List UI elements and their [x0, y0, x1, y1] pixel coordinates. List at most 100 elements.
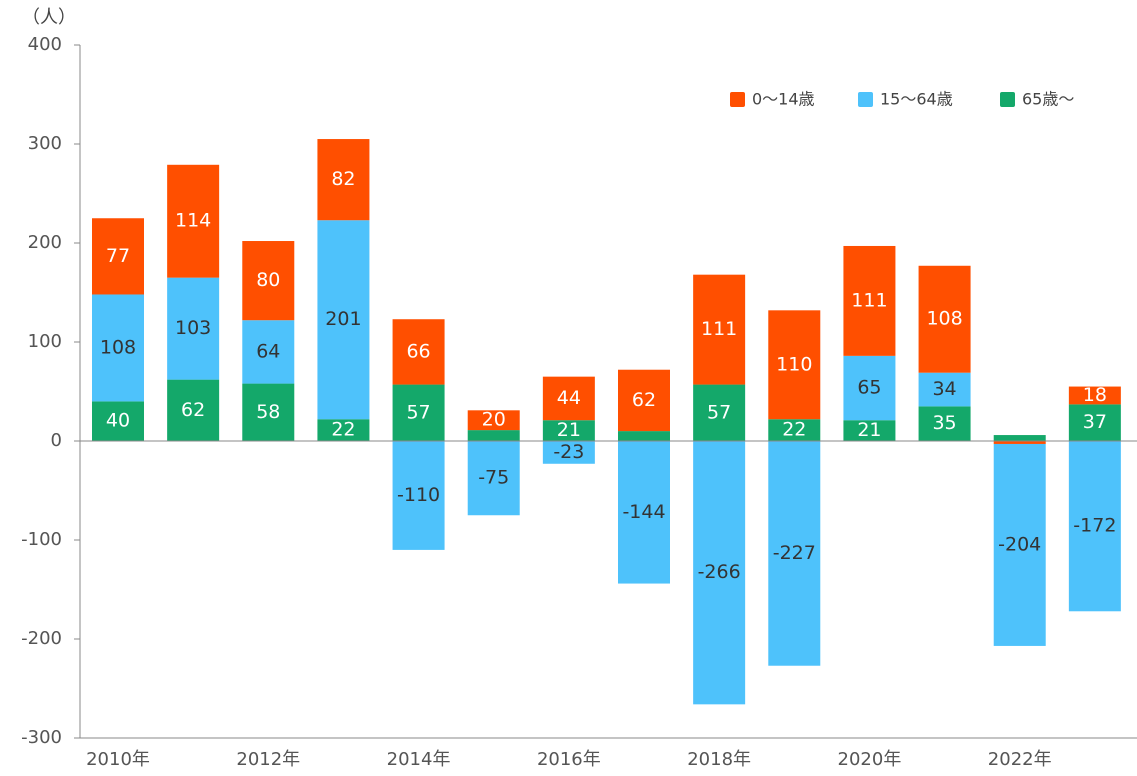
- bar-segment: [242, 320, 295, 384]
- bar-segment: [467, 430, 520, 441]
- legend-swatch: [858, 92, 873, 107]
- bar-segment: [693, 274, 746, 385]
- bar-segment: [843, 245, 896, 356]
- y-tick-label: 400: [28, 34, 62, 55]
- bar-segment: [1068, 386, 1121, 405]
- y-tick-label: 0: [51, 430, 62, 451]
- bar-segment: [843, 420, 896, 441]
- data-label: 65: [857, 377, 881, 399]
- data-label: 111: [701, 318, 737, 340]
- x-tick-label: 2010年: [86, 749, 150, 770]
- bar-segment: [542, 376, 595, 421]
- data-label: -227: [773, 542, 816, 564]
- legend-label: 0〜14歳: [752, 90, 815, 109]
- bar-segment: [92, 294, 144, 402]
- legend-label: 65歳〜: [1022, 90, 1074, 109]
- data-label: 57: [707, 401, 731, 423]
- bar-segment: [693, 441, 746, 705]
- y-tick-label: -200: [21, 628, 62, 649]
- bar-segment: [918, 372, 971, 407]
- bar-segment: [242, 383, 295, 441]
- data-label: 201: [325, 308, 361, 330]
- data-label: 18: [1083, 384, 1107, 406]
- y-tick-label: 300: [28, 133, 62, 154]
- bar-segment: [167, 164, 220, 278]
- bar-segment: [618, 369, 670, 432]
- x-tick-label: 2020年: [838, 749, 902, 770]
- bar-segment: [392, 319, 445, 385]
- data-label: 22: [331, 419, 355, 441]
- data-label: 103: [175, 317, 211, 339]
- data-label: -266: [698, 561, 741, 583]
- data-label: 34: [932, 378, 956, 400]
- data-label: 40: [106, 410, 130, 432]
- data-label: 21: [857, 419, 881, 441]
- x-tick-label: 2018年: [687, 749, 751, 770]
- bar-segment: [542, 441, 595, 464]
- bar-segment: [843, 355, 896, 421]
- bar-segment: [317, 419, 370, 441]
- bar-segment: [242, 241, 295, 321]
- bar-segment: [693, 384, 746, 441]
- data-label: 62: [181, 399, 205, 421]
- bar-segment: [768, 419, 821, 441]
- x-tick-label: 2012年: [236, 749, 300, 770]
- data-label: -204: [998, 533, 1041, 555]
- x-tick-label: 2016年: [537, 749, 601, 770]
- y-tick-label: 100: [28, 331, 62, 352]
- data-label: 80: [256, 269, 280, 291]
- y-tick-label: 200: [28, 232, 62, 253]
- bar-segment: [1068, 404, 1121, 441]
- legend-label: 15〜64歳: [880, 90, 953, 109]
- data-label: 114: [175, 210, 211, 232]
- y-unit-label: （人）: [22, 7, 76, 28]
- bar-segment: [392, 441, 445, 550]
- data-label: 20: [482, 409, 506, 431]
- data-label: -172: [1073, 515, 1116, 537]
- data-label: 58: [256, 401, 280, 423]
- data-label: -75: [478, 467, 509, 489]
- legend-swatch: [1000, 92, 1015, 107]
- bar-segment: [618, 441, 670, 584]
- bar-segment: [768, 310, 821, 420]
- legend-swatch: [730, 92, 745, 107]
- data-label: 37: [1083, 411, 1107, 433]
- bar-segment: [768, 441, 821, 666]
- bar-segment: [993, 435, 1046, 441]
- data-label: 111: [851, 289, 887, 311]
- data-label: 22: [782, 419, 806, 441]
- data-label: 62: [632, 389, 656, 411]
- bar-segment: [317, 139, 370, 221]
- data-label: 77: [106, 245, 130, 267]
- data-label: 64: [256, 340, 280, 362]
- y-tick-label: -100: [21, 529, 62, 550]
- data-label: 110: [776, 353, 812, 375]
- data-label: 108: [926, 308, 962, 330]
- bar-segment: [918, 265, 971, 373]
- bar-segment: [618, 431, 670, 441]
- data-label: 82: [331, 168, 355, 190]
- bar-segment: [542, 420, 595, 441]
- bar-segment: [167, 277, 220, 380]
- data-label: 44: [557, 387, 581, 409]
- bar-segment: [1068, 441, 1121, 612]
- bar-segment: [918, 406, 971, 441]
- x-tick-label: 2014年: [387, 749, 451, 770]
- bar-segment: [467, 441, 520, 516]
- y-tick-label: -300: [21, 727, 62, 748]
- bar-segment: [317, 220, 370, 420]
- data-label: -23: [553, 441, 584, 463]
- bar-segment: [392, 384, 445, 441]
- bar-segment: [467, 410, 520, 431]
- data-label: 21: [557, 419, 581, 441]
- data-label: -144: [622, 501, 665, 523]
- bar-segment: [993, 443, 1046, 646]
- data-label: 66: [406, 340, 430, 362]
- bar-segment: [993, 441, 1046, 444]
- bar-segment: [92, 401, 144, 441]
- data-label: 108: [100, 336, 136, 358]
- bar-segment: [167, 379, 220, 441]
- data-label: 35: [932, 412, 956, 434]
